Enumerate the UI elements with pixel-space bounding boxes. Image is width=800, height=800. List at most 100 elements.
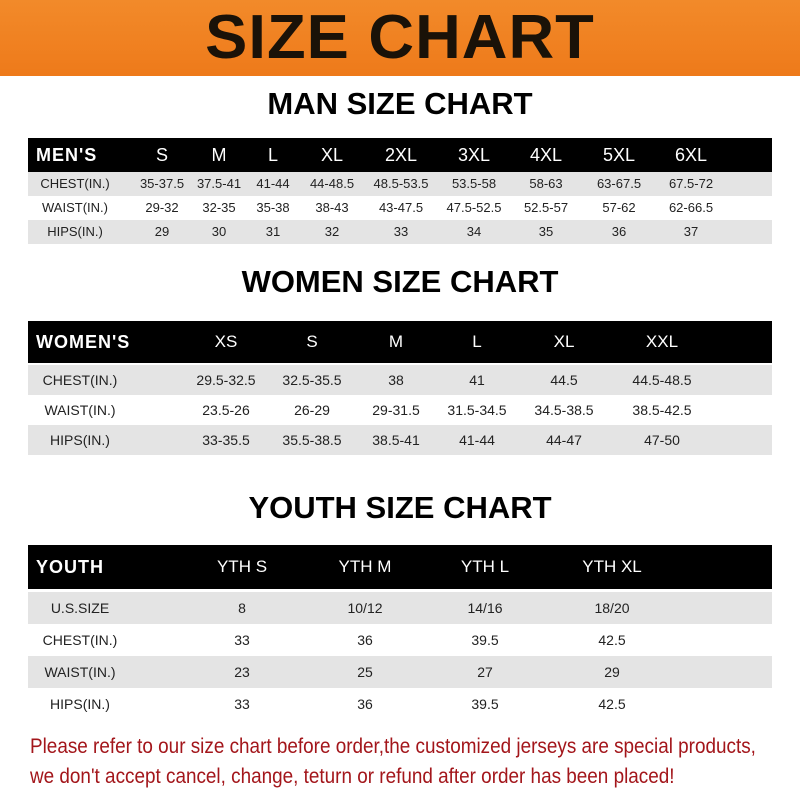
measurement-label: HIPS(IN.) [50, 432, 110, 448]
size-value: 29 [154, 224, 170, 239]
size-value: 25 [357, 664, 373, 680]
table-row: WAIST(IN.) 23.5-26 26-29 29-31.5 31.5-34.5 34… [28, 395, 772, 425]
size-value: 38-43 [315, 200, 349, 215]
size-value: 29 [604, 664, 620, 680]
size-column-header: XS [214, 332, 238, 351]
size-value: 31.5-34.5 [447, 402, 507, 418]
size-value: 41 [469, 372, 485, 388]
size-value: 44-48.5 [309, 176, 355, 191]
size-value: 23.5-26 [202, 402, 250, 418]
size-value: 30 [211, 224, 227, 239]
size-value: 33 [234, 632, 250, 648]
size-column-header: M [388, 332, 404, 351]
table-header-row: WOMEN'S XS S M L XL XXL [28, 321, 772, 363]
footer-notice-line-2: we don't accept cancel, change, teturn o… [30, 765, 675, 788]
size-value: 35.5-38.5 [282, 432, 342, 448]
men-section-title: MAN SIZE CHART [267, 86, 533, 121]
size-column-header: 5XL [602, 145, 636, 165]
measurement-label: U.S.SIZE [50, 600, 110, 616]
size-value: 38.5-41 [372, 432, 420, 448]
size-value: 58-63 [529, 176, 563, 191]
size-column-header: XL [320, 145, 344, 165]
size-value: 36 [357, 696, 373, 712]
table-category-label: WOMEN'S [36, 332, 131, 352]
size-value: 10/12 [347, 600, 383, 616]
size-value: 36 [611, 224, 627, 239]
size-value: 35-38 [256, 200, 290, 215]
table-row: HIPS(IN.) 29 30 31 32 33 34 35 36 37 [28, 220, 772, 244]
size-column-header: YTH XL [582, 557, 642, 576]
size-column-header: XXL [645, 332, 679, 351]
size-value: 34.5-38.5 [534, 402, 594, 418]
size-value: 43-47.5 [378, 200, 424, 215]
size-value: 27 [477, 664, 493, 680]
measurement-label: CHEST(IN.) [42, 632, 118, 648]
youth-section-title: YOUTH SIZE CHART [248, 490, 552, 525]
size-column-header: YTH M [338, 557, 392, 576]
size-value: 29-32 [145, 200, 179, 215]
measurement-label: CHEST(IN.) [42, 372, 118, 388]
size-value: 14/16 [467, 600, 503, 616]
table-category-label: MEN'S [36, 145, 98, 165]
title-banner: SIZE CHART [0, 0, 800, 76]
measurement-label: WAIST(IN.) [42, 200, 108, 215]
size-value: 37.5-41 [196, 176, 242, 191]
size-column-header: 4XL [529, 145, 563, 165]
women-section-title: WOMEN SIZE CHART [241, 264, 559, 299]
table-header-row: YOUTH YTH S YTH M YTH L YTH XL [28, 545, 772, 589]
size-column-header: S [306, 332, 318, 351]
size-column-header: YTH L [460, 557, 510, 576]
size-value: 47.5-52.5 [446, 200, 502, 215]
size-value: 48.5-53.5 [373, 176, 429, 191]
table-row: HIPS(IN.) 33-35.5 35.5-38.5 38.5-41 41-44 44-… [28, 425, 772, 455]
size-value: 36 [357, 632, 373, 648]
size-value: 35 [538, 224, 554, 239]
size-value: 32-35 [202, 200, 236, 215]
size-value: 37 [683, 224, 699, 239]
measurement-label: HIPS(IN.) [50, 696, 110, 712]
size-value: 41-44 [256, 176, 290, 191]
table-row: U.S.SIZE 8 10/12 14/16 18/20 [28, 592, 772, 624]
table-row: HIPS(IN.) 33 36 39.5 42.5 [28, 688, 772, 720]
size-column-header: S [155, 145, 169, 165]
size-value: 34 [466, 224, 482, 239]
size-value: 33 [393, 224, 409, 239]
size-value: 57-62 [602, 200, 636, 215]
size-value: 44-47 [546, 432, 582, 448]
size-column-header: M [211, 145, 227, 165]
size-value: 44.5-48.5 [632, 372, 692, 388]
size-column-header: XL [553, 332, 575, 351]
measurement-label: WAIST(IN.) [44, 664, 116, 680]
table-category-label: YOUTH [36, 557, 104, 577]
size-value: 32.5-35.5 [282, 372, 342, 388]
measurement-label: WAIST(IN.) [44, 402, 116, 418]
size-value: 8 [238, 600, 246, 616]
table-row: WAIST(IN.) 23 25 27 29 [28, 656, 772, 688]
page-title: SIZE CHART [205, 3, 595, 72]
size-value: 42.5 [598, 632, 626, 648]
size-value: 31 [265, 224, 281, 239]
size-value: 33 [234, 696, 250, 712]
measurement-label: HIPS(IN.) [47, 224, 103, 239]
men-size-table: MEN'S S M L XL 2XL 3XL 4XL 5XL 6XL CHEST(IN.) 35-37… [28, 138, 772, 244]
size-value: 39.5 [471, 632, 499, 648]
size-column-header: YTH S [216, 557, 268, 576]
size-column-header: 6XL [674, 145, 708, 165]
size-value: 26-29 [294, 402, 330, 418]
size-value: 35-37.5 [139, 176, 185, 191]
size-column-header: 3XL [457, 145, 491, 165]
size-column-header: 2XL [384, 145, 418, 165]
size-value: 63-67.5 [596, 176, 642, 191]
table-row: WAIST(IN.) 29-32 32-35 35-38 38-43 43-47.5 47.… [28, 196, 772, 220]
size-value: 38 [388, 372, 404, 388]
youth-size-table: YOUTH YTH S YTH M YTH L YTH XL U.S.SIZE 8 10/12… [28, 545, 772, 720]
size-value: 42.5 [598, 696, 626, 712]
size-value: 67.5-72 [668, 176, 714, 191]
size-value: 62-66.5 [668, 200, 714, 215]
size-value: 18/20 [594, 600, 630, 616]
size-value: 33-35.5 [202, 432, 250, 448]
size-value: 53.5-58 [451, 176, 497, 191]
table-row: CHEST(IN.) 35-37.5 37.5-41 41-44 44-48.5 48.5… [28, 172, 772, 196]
table-row: CHEST(IN.) 29.5-32.5 32.5-35.5 38 41 44.5 44.5… [28, 365, 772, 395]
size-column-header: L [472, 332, 482, 351]
